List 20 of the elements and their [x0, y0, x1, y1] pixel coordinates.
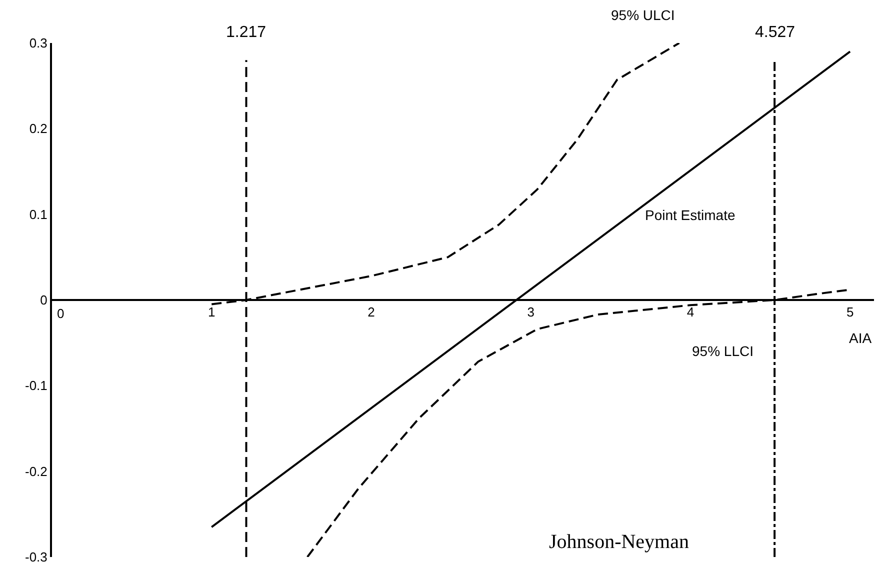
y-tick-label: 0.3 — [29, 36, 48, 51]
y-tick-label: -0.3 — [24, 550, 48, 565]
ref-line-label: 1.217 — [226, 24, 266, 41]
x-tick-label: 4 — [686, 304, 694, 320]
y-tick-label: -0.1 — [24, 378, 48, 394]
y-tick-label: -0.2 — [24, 464, 48, 479]
y-tick-label: 0 — [40, 292, 48, 308]
y-tick-label: 0.2 — [29, 121, 48, 136]
x-tick-label: 2 — [368, 304, 375, 320]
x-axis-title: AIA — [849, 330, 872, 346]
annotation: Johnson-Neyman — [549, 531, 689, 553]
y-tick-label: 0.1 — [29, 206, 48, 222]
text: 95% ULCI — [611, 7, 675, 23]
x-tick-label: 1 — [208, 304, 216, 320]
x-tick-label: 5 — [846, 304, 854, 320]
x-tick-label: 0 — [57, 306, 64, 321]
ref-line-label: 4.527 — [755, 24, 796, 41]
annotation: 95% LLCI — [692, 343, 754, 359]
x-tick-label: 3 — [527, 304, 534, 320]
annotation: Point Estimate — [645, 207, 736, 223]
